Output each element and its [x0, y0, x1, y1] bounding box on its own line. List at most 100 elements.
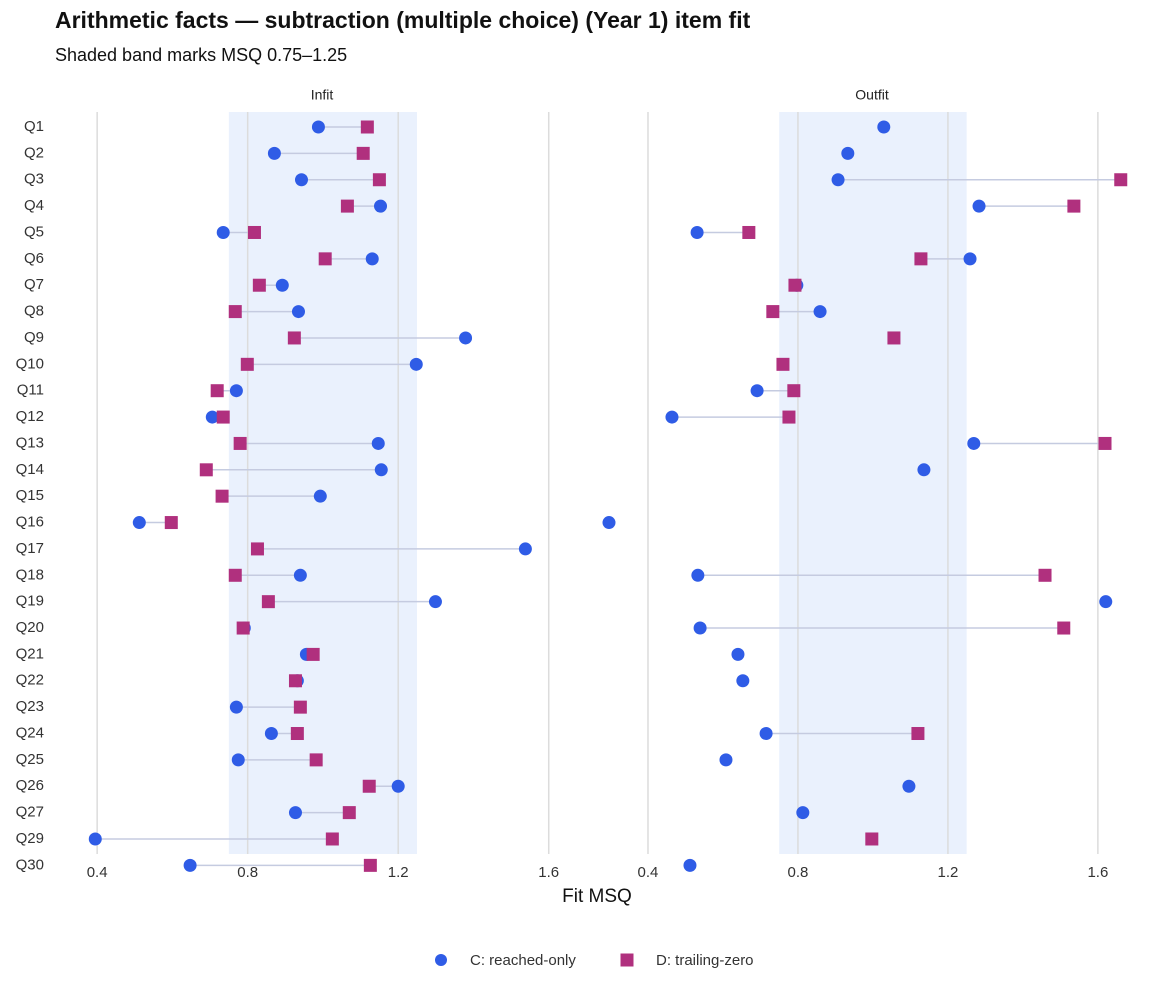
point: [665, 410, 679, 424]
point: [216, 410, 230, 424]
point: [250, 542, 264, 556]
point: [1099, 595, 1113, 609]
point: [518, 542, 532, 556]
legend-marker: [620, 953, 634, 967]
point: [309, 753, 323, 767]
point: [759, 727, 773, 741]
point: [787, 384, 801, 398]
point: [267, 146, 281, 160]
y-tick-label: Q16: [16, 514, 44, 531]
point: [428, 595, 442, 609]
point: [228, 568, 242, 582]
point: [841, 146, 855, 160]
point: [902, 779, 916, 793]
point: [215, 489, 229, 503]
point: [306, 647, 320, 661]
point: [731, 647, 745, 661]
y-tick-label: Q9: [24, 329, 44, 346]
y-tick-label: Q15: [16, 487, 44, 504]
point: [318, 252, 332, 266]
point: [205, 410, 219, 424]
band: [779, 112, 967, 854]
point: [374, 199, 388, 213]
point: [967, 436, 981, 450]
point: [275, 278, 289, 292]
point: [1057, 621, 1071, 635]
point: [831, 173, 845, 187]
y-tick-label: Q12: [16, 408, 44, 425]
point: [788, 278, 802, 292]
x-tick-label: 0.8: [788, 864, 809, 881]
point: [602, 516, 616, 530]
y-tick-label: Q11: [17, 382, 44, 399]
y-tick-label: Q21: [16, 645, 44, 662]
panel-title: Outfit: [855, 87, 889, 103]
point: [199, 463, 213, 477]
point: [261, 595, 275, 609]
y-tick-label: Q2: [24, 144, 44, 161]
point: [311, 120, 325, 134]
chart-title: Arithmetic facts — subtraction (multiple…: [55, 7, 751, 33]
point: [313, 489, 327, 503]
point: [693, 621, 707, 635]
point: [294, 173, 308, 187]
point: [963, 252, 977, 266]
point: [371, 436, 385, 450]
point: [216, 225, 230, 239]
point: [288, 806, 302, 820]
y-tick-label: Q30: [16, 856, 44, 873]
point: [288, 674, 302, 688]
y-tick-label: Q18: [16, 566, 44, 583]
y-tick-label: Q14: [16, 461, 44, 478]
point: [362, 779, 376, 793]
point: [325, 832, 339, 846]
point: [252, 278, 266, 292]
band: [228, 112, 418, 854]
point: [750, 384, 764, 398]
x-tick-label: 1.6: [538, 864, 559, 881]
point: [887, 331, 901, 345]
y-tick-label: Q22: [16, 672, 44, 689]
point: [88, 832, 102, 846]
legend-label: D: trailing-zero: [656, 952, 754, 969]
point: [360, 120, 374, 134]
x-tick-label: 1.2: [937, 864, 958, 881]
point: [228, 305, 242, 319]
x-tick-label: 0.4: [87, 864, 108, 881]
x-axis-label: Fit MSQ: [562, 886, 632, 907]
point: [459, 331, 473, 345]
point: [813, 305, 827, 319]
point: [293, 568, 307, 582]
point: [766, 305, 780, 319]
point: [372, 173, 386, 187]
point: [865, 832, 879, 846]
point: [972, 199, 986, 213]
point: [356, 146, 370, 160]
point: [1098, 436, 1112, 450]
point: [290, 727, 304, 741]
y-tick-label: Q24: [16, 724, 44, 741]
point: [229, 700, 243, 714]
legend-marker: [435, 954, 447, 966]
y-tick-label: Q4: [24, 197, 44, 214]
point: [240, 357, 254, 371]
point: [291, 305, 305, 319]
point: [164, 516, 178, 530]
point: [1067, 199, 1081, 213]
point: [877, 120, 891, 134]
legend-label: C: reached-only: [470, 952, 576, 969]
point: [210, 384, 224, 398]
y-tick-label: Q10: [16, 355, 44, 372]
y-tick-label: Q6: [24, 250, 44, 267]
y-tick-label: Q8: [24, 303, 44, 320]
point: [911, 727, 925, 741]
point: [683, 858, 697, 872]
y-tick-label: Q26: [16, 777, 44, 794]
y-tick-label: Q19: [16, 593, 44, 610]
point: [365, 252, 379, 266]
point: [796, 806, 810, 820]
point: [690, 225, 704, 239]
y-tick-label: Q5: [24, 223, 44, 240]
y-tick-label: Q1: [24, 118, 44, 135]
